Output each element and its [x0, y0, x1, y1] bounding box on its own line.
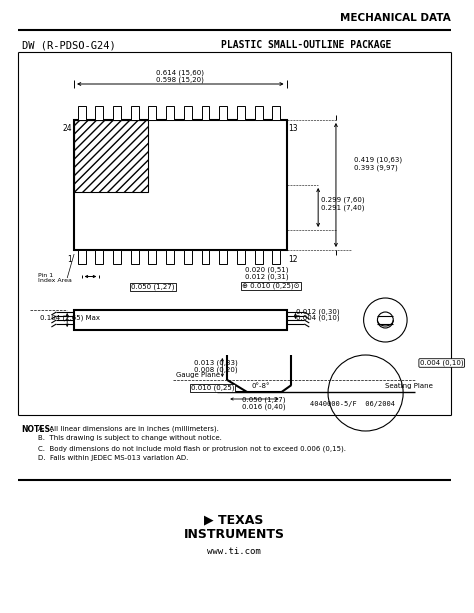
Text: 0.393 (9,97): 0.393 (9,97)	[354, 165, 398, 171]
Text: NOTES:: NOTES:	[22, 425, 54, 434]
Text: 0.010 (0,25): 0.010 (0,25)	[191, 385, 234, 391]
Text: 0.419 (10,63): 0.419 (10,63)	[354, 157, 402, 163]
Text: 12: 12	[289, 255, 298, 264]
Text: 0.008 (0,20): 0.008 (0,20)	[194, 367, 237, 373]
Text: ▶ TEXAS: ▶ TEXAS	[204, 514, 264, 527]
Text: D.  Falls within JEDEC MS-013 variation AD.: D. Falls within JEDEC MS-013 variation A…	[37, 455, 188, 461]
Bar	[148, 250, 156, 264]
Bar	[166, 106, 174, 120]
Bar	[219, 106, 227, 120]
Text: INSTRUMENTS: INSTRUMENTS	[183, 528, 285, 541]
Bar	[219, 250, 227, 264]
Bar	[273, 106, 280, 120]
Bar	[184, 106, 192, 120]
Text: 0.004 (0,10): 0.004 (0,10)	[296, 314, 340, 321]
Text: MECHANICAL DATA: MECHANICAL DATA	[340, 13, 451, 23]
Text: 0.013 (0,33): 0.013 (0,33)	[194, 360, 237, 366]
Bar	[237, 250, 245, 264]
Text: PLASTIC SMALL-OUTLINE PACKAGE: PLASTIC SMALL-OUTLINE PACKAGE	[221, 40, 392, 50]
Text: 24: 24	[63, 124, 72, 133]
Text: 1: 1	[67, 255, 72, 264]
Text: 0.598 (15,20): 0.598 (15,20)	[156, 77, 204, 83]
Text: Gauge Plane: Gauge Plane	[176, 372, 220, 378]
Bar	[273, 250, 280, 264]
Text: C.  Body dimensions do not include mold flash or protrusion not to exceed 0.006 : C. Body dimensions do not include mold f…	[37, 445, 346, 452]
Bar	[201, 250, 210, 264]
Bar	[148, 106, 156, 120]
Text: DW (R-PDSO-G24): DW (R-PDSO-G24)	[22, 40, 116, 50]
Text: 13: 13	[289, 124, 298, 133]
Bar	[78, 106, 85, 120]
Text: Pin 1
Index Area: Pin 1 Index Area	[37, 273, 72, 283]
Text: 0.291 (7,40): 0.291 (7,40)	[321, 205, 365, 211]
Bar	[255, 250, 263, 264]
Text: ⊕ 0.010 (0,25)⊙: ⊕ 0.010 (0,25)⊙	[242, 283, 300, 289]
Bar	[184, 250, 192, 264]
Text: 4040000-5/F  06/2004: 4040000-5/F 06/2004	[310, 401, 395, 407]
Bar	[74, 310, 287, 330]
Text: 0.050 (1,27): 0.050 (1,27)	[242, 397, 285, 403]
Bar	[131, 250, 139, 264]
Text: 0.050 (1,27): 0.050 (1,27)	[131, 284, 175, 290]
Bar	[95, 106, 103, 120]
Bar	[78, 250, 85, 264]
Text: B.  This drawing is subject to change without notice.: B. This drawing is subject to change wit…	[37, 435, 221, 441]
Text: 0.614 (15,60): 0.614 (15,60)	[156, 70, 204, 76]
Text: 0.020 (0,51): 0.020 (0,51)	[245, 267, 289, 273]
Text: 0°-8°: 0°-8°	[252, 383, 271, 389]
Text: 0.104 (2,65) Max: 0.104 (2,65) Max	[39, 314, 100, 321]
Text: 0.004 (0,10): 0.004 (0,10)	[420, 360, 464, 366]
Bar	[255, 106, 263, 120]
Bar	[113, 250, 121, 264]
Bar	[131, 106, 139, 120]
Text: Seating Plane: Seating Plane	[385, 383, 433, 389]
Bar	[166, 250, 174, 264]
Text: 0.012 (0,31): 0.012 (0,31)	[245, 274, 289, 280]
Text: 0.299 (7,60): 0.299 (7,60)	[321, 197, 365, 204]
Bar	[74, 120, 148, 191]
Text: 0.012 (0,30): 0.012 (0,30)	[296, 309, 340, 315]
Bar	[237, 106, 245, 120]
Text: 0.016 (0,40): 0.016 (0,40)	[242, 404, 286, 410]
Bar	[74, 120, 287, 250]
Text: www.ti.com: www.ti.com	[207, 547, 261, 557]
Bar	[113, 106, 121, 120]
Bar	[95, 250, 103, 264]
Bar	[201, 106, 210, 120]
Text: A.  All linear dimensions are in inches (millimeters).: A. All linear dimensions are in inches (…	[37, 425, 219, 432]
